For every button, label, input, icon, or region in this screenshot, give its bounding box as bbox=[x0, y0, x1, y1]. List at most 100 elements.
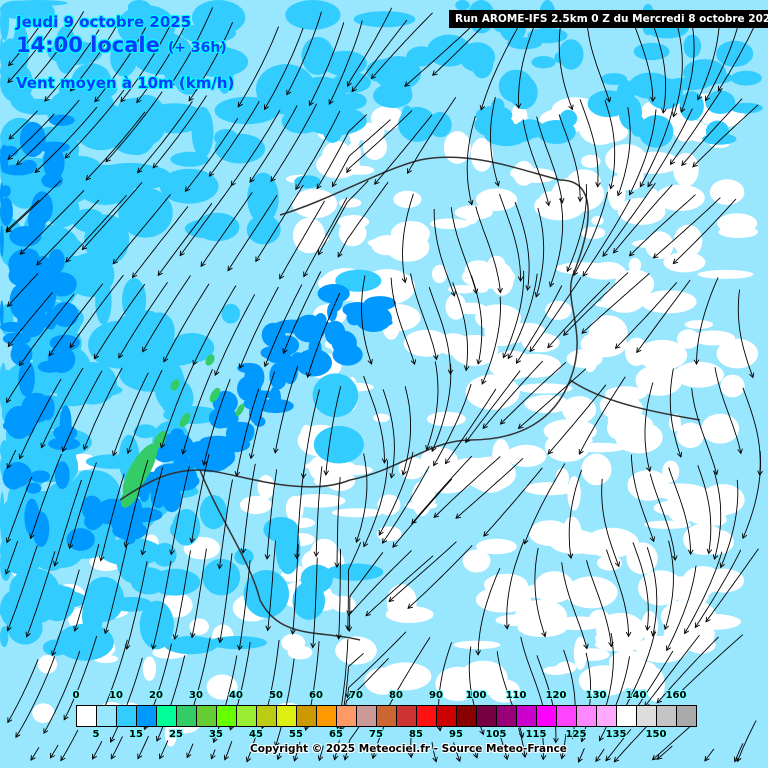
streamline bbox=[62, 370, 103, 452]
wind-area bbox=[169, 520, 189, 539]
streamline bbox=[445, 388, 497, 464]
wind-arrow-icon bbox=[517, 276, 524, 282]
wind-area bbox=[322, 50, 368, 76]
wind-area bbox=[127, 310, 166, 343]
calm-area bbox=[420, 447, 458, 474]
wind-area bbox=[691, 71, 734, 85]
legend-swatch bbox=[457, 706, 477, 726]
streamline bbox=[470, 275, 483, 365]
wind-area bbox=[630, 115, 646, 137]
streamline bbox=[656, 636, 719, 704]
legend-swatch bbox=[117, 706, 137, 726]
wind-area bbox=[263, 517, 299, 542]
streamline bbox=[318, 180, 369, 255]
streamline bbox=[334, 740, 340, 760]
streamline bbox=[736, 720, 757, 762]
calm-area bbox=[709, 179, 745, 205]
streamline bbox=[697, 465, 712, 554]
wind-arrow-icon bbox=[69, 342, 75, 349]
streamline bbox=[514, 201, 530, 291]
streamline bbox=[704, 748, 715, 762]
streamline bbox=[714, 367, 742, 454]
wind-arrow-icon bbox=[517, 423, 524, 430]
strong-wind-area bbox=[54, 461, 70, 490]
run-banner: Run AROME-IFS 2.5km 0 Z du Mercredi 8 oc… bbox=[449, 10, 768, 28]
strong-wind-area bbox=[317, 284, 350, 304]
streamline bbox=[15, 656, 56, 738]
streamline bbox=[110, 736, 123, 760]
wind-area bbox=[0, 440, 10, 460]
wind-area bbox=[214, 129, 238, 147]
wind-area bbox=[191, 106, 214, 158]
wind-arrow-icon bbox=[431, 446, 437, 453]
legend-swatch bbox=[637, 706, 657, 726]
legend-swatch bbox=[677, 706, 696, 726]
wind-area bbox=[199, 494, 227, 530]
streamline bbox=[214, 294, 256, 376]
calm-area bbox=[562, 396, 597, 424]
wind-arrow-icon bbox=[334, 562, 340, 569]
calm-area bbox=[465, 374, 520, 410]
streamline bbox=[6, 180, 62, 233]
wind-area bbox=[133, 424, 158, 439]
streamline bbox=[174, 550, 191, 640]
streamline bbox=[188, 22, 234, 102]
jet-area bbox=[122, 443, 158, 497]
wind-arrow-icon bbox=[94, 96, 100, 103]
streamline bbox=[692, 104, 759, 168]
calm-area bbox=[488, 350, 535, 380]
streamline bbox=[534, 547, 546, 637]
wind-arrow-icon bbox=[433, 460, 439, 467]
streamline bbox=[236, 388, 260, 477]
calm-area bbox=[636, 635, 689, 663]
calm-area bbox=[578, 665, 630, 697]
streamline bbox=[192, 285, 237, 366]
streamline bbox=[200, 192, 253, 267]
calm-area bbox=[338, 198, 362, 208]
streamline bbox=[332, 119, 391, 187]
streamline bbox=[30, 453, 62, 539]
wind-arrow-icon bbox=[274, 741, 280, 748]
streamline bbox=[506, 541, 525, 629]
streamline bbox=[629, 109, 657, 195]
streamline bbox=[283, 271, 322, 354]
jet-area bbox=[120, 482, 140, 508]
calm-area bbox=[37, 655, 58, 674]
strong-wind-area bbox=[59, 405, 72, 443]
wind-arrow-icon bbox=[676, 690, 682, 697]
wind-area bbox=[202, 558, 241, 596]
wind-arrow-icon bbox=[581, 328, 587, 334]
calm-area bbox=[589, 609, 610, 626]
calm-area bbox=[290, 494, 346, 508]
wind-arrow-icon bbox=[583, 643, 589, 650]
wind-area bbox=[705, 120, 730, 143]
strong-wind-area bbox=[332, 343, 363, 366]
streamline bbox=[355, 453, 368, 543]
streamline bbox=[621, 630, 656, 715]
wind-arrow-icon bbox=[389, 472, 395, 479]
streamline bbox=[316, 114, 368, 189]
strong-wind-area bbox=[51, 302, 79, 327]
wind-area bbox=[139, 600, 174, 650]
wind-area bbox=[39, 584, 76, 622]
calm-area bbox=[464, 260, 493, 281]
wind-arrow-icon bbox=[92, 753, 98, 760]
calm-area bbox=[377, 494, 401, 516]
wind-arrow-icon bbox=[300, 473, 307, 479]
wind-arrow-icon bbox=[625, 631, 632, 638]
wind-arrow-icon bbox=[534, 291, 541, 298]
streamline bbox=[524, 463, 566, 544]
calm-area bbox=[335, 636, 377, 665]
streamline bbox=[578, 748, 585, 763]
calm-area bbox=[445, 293, 467, 320]
streamline bbox=[112, 194, 171, 265]
streamline bbox=[378, 451, 414, 536]
calm-area bbox=[462, 549, 491, 573]
calm-area bbox=[673, 224, 703, 258]
wind-area bbox=[18, 0, 55, 26]
wind-arrow-icon bbox=[483, 531, 489, 537]
streamline bbox=[653, 197, 721, 259]
streamline bbox=[636, 279, 691, 353]
streamline bbox=[691, 388, 718, 475]
calm-area bbox=[475, 304, 522, 332]
